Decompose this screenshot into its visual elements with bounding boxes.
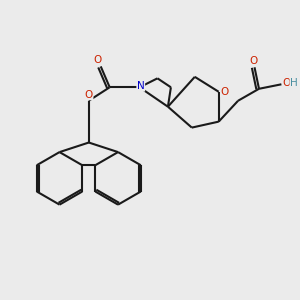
Text: O: O: [85, 90, 93, 100]
Text: O: O: [94, 56, 102, 65]
Text: N: N: [137, 81, 145, 91]
Text: O: O: [220, 87, 229, 97]
Text: H: H: [290, 77, 298, 88]
Text: O: O: [283, 78, 291, 88]
Text: O: O: [249, 56, 257, 66]
